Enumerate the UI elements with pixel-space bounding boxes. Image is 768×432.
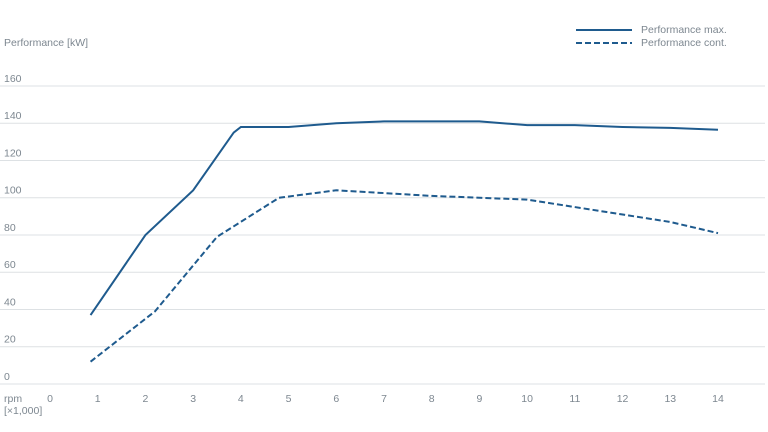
x-axis-unit: [×1,000] [4,405,42,417]
y-tick-label: 120 [4,147,22,159]
y-tick-label: 0 [4,371,10,383]
x-tick-label: 2 [143,393,149,405]
y-tick-label: 60 [4,259,16,271]
x-tick-label: 14 [712,393,724,405]
x-axis-title: rpm [4,393,22,405]
y-tick-label: 40 [4,296,16,308]
x-tick-label: 1 [95,393,101,405]
x-tick-label: 7 [381,393,387,405]
x-tick-label: 10 [521,393,533,405]
x-tick-label: 9 [477,393,483,405]
y-tick-label: 20 [4,334,16,346]
series-line [89,189,719,363]
x-tick-label: 3 [190,393,196,405]
series-line [89,120,719,316]
x-tick-label: 5 [286,393,292,405]
x-tick-label: 8 [429,393,435,405]
x-tick-label: 4 [238,393,244,405]
y-tick-label: 160 [4,73,22,85]
legend-label: Performance max. [641,24,727,36]
x-tick-label: 6 [333,393,339,405]
y-tick-label: 100 [4,185,22,197]
y-axis-title: Performance [kW] [4,37,88,49]
y-tick-label: 80 [4,222,16,234]
legend-label: Performance cont. [641,37,727,49]
x-tick-label: 13 [664,393,676,405]
y-tick-label: 140 [4,110,22,122]
x-tick-label: 11 [569,393,580,405]
x-tick-label: 0 [47,393,53,405]
x-tick-label: 12 [617,393,629,405]
